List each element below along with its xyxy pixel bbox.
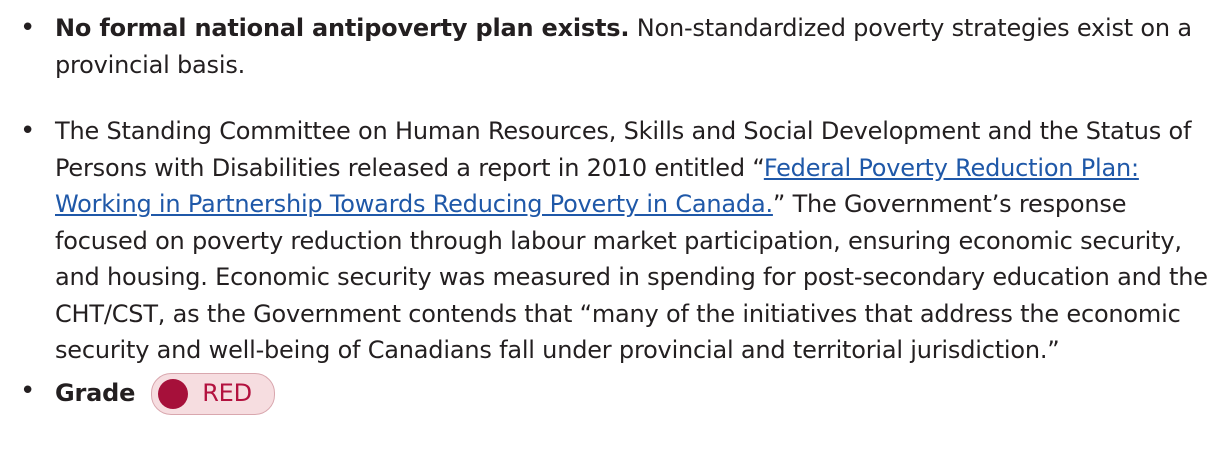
- bullet-text: The Standing Committee on Human Resource…: [55, 117, 1192, 182]
- grade-value: RED: [202, 379, 252, 408]
- grade-dot: [158, 378, 189, 409]
- bullet-list: No formal national antipoverty plan exis…: [0, 0, 1228, 415]
- report-link[interactable]: Federal Poverty Reduction Plan: Working …: [55, 153, 1139, 219]
- bullet: The Standing Committee on Human Resource…: [0, 113, 1215, 369]
- bullet-text: ” The Government’s response focused on p…: [55, 190, 1208, 364]
- bold-lead: No formal national antipoverty plan exis…: [55, 14, 630, 42]
- grade-label: Grade: [55, 379, 136, 408]
- bullet: No formal national antipoverty plan exis…: [0, 10, 1215, 83]
- bullet-text: Non-standardized poverty strategies exis…: [55, 14, 1192, 79]
- grade-pill: RED: [151, 372, 275, 415]
- grade-bullet: Grade RED: [0, 372, 1215, 415]
